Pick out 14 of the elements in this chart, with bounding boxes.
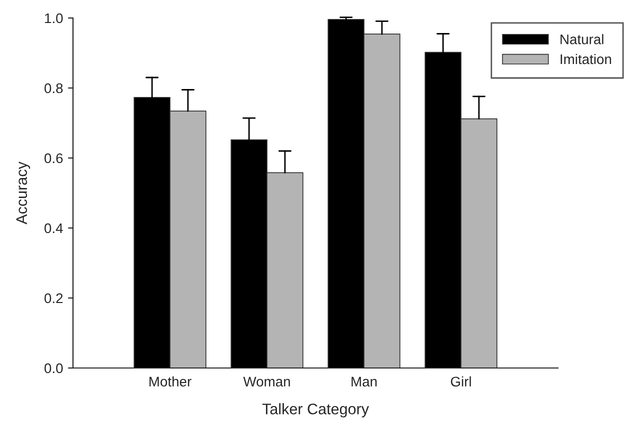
y-tick-label: 0.6 bbox=[44, 153, 63, 164]
x-axis-title: Talker Category bbox=[262, 403, 369, 418]
y-tick-label: 0.0 bbox=[44, 363, 63, 374]
x-tick-label: Man bbox=[352, 376, 377, 387]
legend-label: Imitation bbox=[560, 54, 612, 64]
y-tick-label: 0.8 bbox=[44, 83, 63, 94]
x-tick-label: Girl bbox=[450, 376, 471, 387]
y-tick-label: 0.4 bbox=[44, 223, 63, 234]
y-tick-label: 1.0 bbox=[45, 13, 63, 24]
y-axis-title: Accuracy bbox=[16, 162, 30, 224]
legend-label: Natural bbox=[560, 34, 604, 44]
y-tick-label: 0.2 bbox=[44, 293, 63, 304]
x-tick-label: Mother bbox=[150, 376, 192, 387]
x-tick-label: Woman bbox=[243, 376, 290, 387]
